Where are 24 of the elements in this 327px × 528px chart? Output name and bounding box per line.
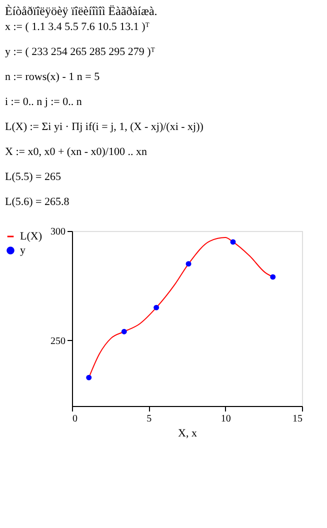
y-tick-label: 300: [50, 226, 66, 238]
text: L(5.5) = 265: [5, 171, 62, 183]
point: [270, 274, 276, 280]
x-tick-label: 5: [146, 414, 152, 424]
text: L(5.6) = 265.8: [5, 196, 70, 208]
text: n := rows(x) - 1 n = 5: [5, 71, 100, 83]
legend-label: y: [20, 244, 26, 256]
point: [86, 374, 92, 380]
point: [186, 261, 192, 267]
text: i := 0.. n j := 0.. n: [5, 96, 82, 108]
text: x := ( 1.1 3.4 5.5 7.6 10.5 13.1 )ᵀ: [5, 21, 150, 33]
legend-label: L(X): [20, 230, 42, 242]
x-tick-label: 15: [292, 414, 302, 424]
x-tick-label: 10: [220, 414, 231, 424]
point: [121, 328, 127, 334]
text: y := ( 233 254 265 285 295 279 )ᵀ: [5, 46, 155, 58]
x-tick-label: 0: [72, 414, 78, 424]
text: L(X) := Σi yi · Πj if(i = j, 1, (X - xj)/(xi - xj)): [5, 121, 204, 133]
chart-title: Èíòåðïîëÿöèÿ ïîëèíîìîì Ëàãðàíæà.: [5, 4, 158, 18]
point: [230, 239, 236, 245]
text: X := x0, x0 + (xn - x0)/100 .. xn: [5, 146, 148, 158]
x-axis-title: X, x: [178, 428, 198, 440]
y-tick-label: 250: [50, 336, 66, 347]
point: [154, 304, 160, 310]
